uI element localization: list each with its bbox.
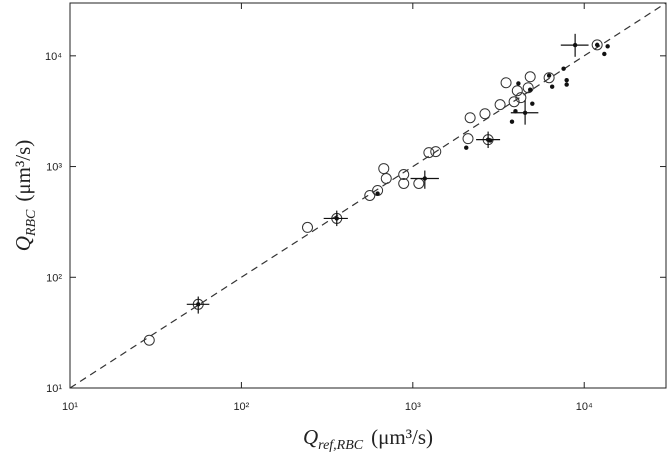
point xyxy=(522,110,528,115)
x-tick-label: 10¹ xyxy=(62,401,78,413)
point xyxy=(398,177,410,189)
x-tick-label: 10² xyxy=(233,401,249,413)
point xyxy=(524,71,536,83)
point xyxy=(549,84,555,89)
point xyxy=(364,189,376,201)
point xyxy=(380,173,392,185)
y-tick-label: 10³ xyxy=(46,162,62,174)
xlabel: Qref,RBC (μm³/s) xyxy=(303,425,433,453)
x-tick-label: 10⁴ xyxy=(576,401,593,413)
point xyxy=(511,85,523,97)
point xyxy=(564,77,569,83)
point xyxy=(546,73,552,78)
point xyxy=(485,137,491,142)
point xyxy=(462,133,474,145)
point xyxy=(302,221,314,233)
point xyxy=(591,39,603,51)
x-tick-label: 10³ xyxy=(405,401,421,413)
point xyxy=(508,96,520,108)
point xyxy=(423,147,435,159)
y-tick-label: 10² xyxy=(46,272,62,284)
ylabel-unit: (μm³/s) xyxy=(11,140,35,202)
point xyxy=(143,334,155,346)
point xyxy=(375,191,380,196)
point xyxy=(479,108,491,120)
point xyxy=(378,163,390,175)
point xyxy=(334,216,339,221)
point xyxy=(516,81,521,86)
point xyxy=(527,87,533,92)
point xyxy=(422,176,428,181)
point xyxy=(413,177,425,189)
point xyxy=(605,44,610,49)
point xyxy=(522,82,534,94)
ylabel-main: Q xyxy=(11,236,35,251)
point xyxy=(494,99,506,111)
point xyxy=(464,112,476,124)
xlabel-unit: (μm³/s) xyxy=(371,425,433,449)
y-tick-label: 10¹ xyxy=(46,383,62,395)
identity-line xyxy=(69,2,667,389)
point xyxy=(561,66,566,71)
point xyxy=(464,145,469,150)
point xyxy=(594,42,600,48)
point xyxy=(500,77,512,89)
point xyxy=(602,51,607,57)
point xyxy=(572,42,578,48)
ylabel-sub: RBC xyxy=(24,209,39,237)
point xyxy=(196,302,201,307)
point xyxy=(398,169,410,181)
xlabel-main: Q xyxy=(303,425,318,449)
ylabel: QRBC (μm³/s) xyxy=(11,140,39,252)
point xyxy=(430,146,442,158)
point xyxy=(564,82,569,87)
y-tick-label: 10⁴ xyxy=(45,51,62,63)
point xyxy=(509,119,515,124)
point xyxy=(515,92,527,104)
point xyxy=(530,101,535,106)
xlabel-sub: ref,RBC xyxy=(318,438,364,453)
plot-frame xyxy=(69,2,667,389)
point xyxy=(543,72,555,84)
